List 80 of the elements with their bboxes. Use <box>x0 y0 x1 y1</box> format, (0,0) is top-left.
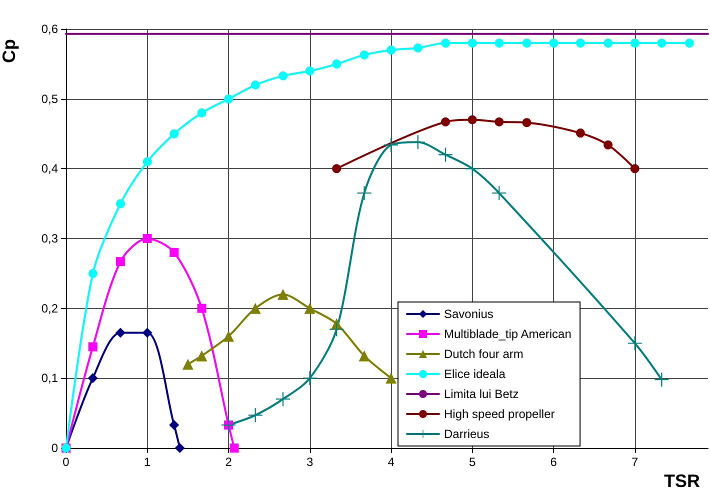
point <box>332 164 342 174</box>
legend-label: Dutch four arm <box>444 347 524 361</box>
point <box>576 128 585 138</box>
point <box>549 38 558 48</box>
point <box>88 268 98 278</box>
y-tick-label: 0,1 <box>41 371 58 386</box>
point <box>604 38 613 48</box>
point <box>88 373 98 384</box>
point <box>360 50 369 60</box>
point <box>604 140 613 150</box>
point <box>438 148 453 162</box>
point <box>657 38 666 48</box>
y-tick-label: 0,3 <box>41 232 58 246</box>
point <box>468 115 477 124</box>
legend-label: Elice ideala <box>444 367 506 381</box>
x-tick-label: 1 <box>144 455 151 469</box>
point <box>116 199 125 208</box>
point <box>330 322 344 336</box>
point <box>684 38 694 48</box>
legend-label: High speed propeller <box>444 407 555 421</box>
point <box>628 336 642 350</box>
point <box>174 443 185 453</box>
y-tick-label: 0,6 <box>41 22 58 36</box>
point <box>386 372 397 384</box>
point <box>196 350 208 362</box>
legend-label: Darrieus <box>444 427 490 441</box>
point <box>576 38 585 48</box>
y-axis-title: Cp <box>0 39 19 63</box>
point <box>304 302 316 314</box>
point <box>278 71 288 80</box>
legend-label: Limita lui Betz <box>444 387 519 401</box>
point <box>302 371 317 386</box>
point <box>494 38 504 48</box>
point <box>182 358 194 370</box>
point <box>332 59 342 68</box>
point <box>224 94 234 104</box>
point <box>250 80 260 90</box>
point <box>197 108 206 118</box>
point <box>358 350 370 362</box>
point <box>386 45 396 54</box>
point <box>223 330 234 342</box>
y-tick-label: 0 <box>51 441 58 455</box>
point <box>630 38 640 48</box>
point <box>413 43 422 52</box>
x-tick-label: 2 <box>225 455 232 469</box>
point <box>142 328 152 338</box>
x-tick-label: 5 <box>468 455 476 469</box>
point <box>305 66 314 76</box>
x-tick-label: 3 <box>306 455 314 469</box>
point <box>169 420 180 430</box>
y-tick-label: 0,5 <box>41 92 58 106</box>
point <box>170 248 179 257</box>
point <box>522 38 532 48</box>
point <box>222 418 236 432</box>
point <box>142 157 152 166</box>
legend-label: Savonius <box>444 307 494 321</box>
point <box>170 129 179 138</box>
legend-label: Multiblade_tip American <box>444 327 572 341</box>
point <box>116 257 125 266</box>
point <box>277 288 288 300</box>
y-tick-label: 0,4 <box>41 162 58 176</box>
point <box>630 164 640 174</box>
point <box>357 186 372 200</box>
point <box>88 342 98 352</box>
x-tick-label: 4 <box>388 455 395 469</box>
x-tick-label: 0 <box>62 455 70 469</box>
y-tick-label: 0,2 <box>41 301 58 316</box>
point <box>494 117 504 126</box>
point <box>197 304 206 313</box>
point <box>115 328 126 338</box>
point <box>522 118 532 128</box>
x-tick-label: 7 <box>632 455 639 469</box>
point <box>468 38 477 48</box>
point <box>441 38 450 48</box>
x-tick-label: 6 <box>550 455 558 469</box>
point <box>142 234 152 243</box>
point <box>441 117 450 126</box>
point <box>230 444 239 452</box>
point <box>250 302 261 314</box>
x-axis-title: TSR <box>664 471 700 491</box>
